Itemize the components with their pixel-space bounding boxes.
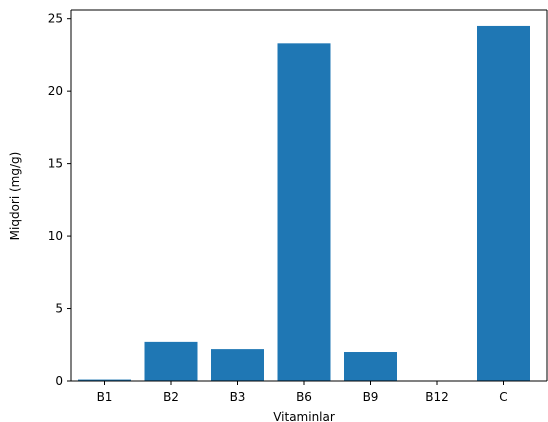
x-axis-label: Vitaminlar [273, 410, 335, 422]
bar-b3 [211, 349, 264, 381]
bars-group [78, 25, 530, 381]
axes-group [70, 9, 548, 382]
y-tick-label: 10 [48, 229, 63, 243]
y-tick-label: 5 [55, 302, 63, 316]
x-tick-label: B6 [296, 390, 312, 404]
y-ticks-group: 0 5 10 15 20 25 [48, 12, 71, 388]
y-tick-label: 0 [55, 374, 63, 388]
bar-b2 [144, 341, 198, 381]
x-tick-label: B9 [363, 390, 379, 404]
bar-b9 [344, 352, 397, 381]
y-tick-label: 20 [48, 84, 63, 98]
bar-b6 [277, 43, 331, 381]
y-axis-label: Miqdori (mg/g) [8, 152, 22, 241]
y-tick-label: 15 [48, 157, 63, 171]
x-tick-label: B2 [163, 390, 179, 404]
x-tick-label: B3 [230, 390, 246, 404]
x-tick-label: C [499, 390, 507, 404]
x-ticks-group: B1 B2 B3 B6 B9 B12 C [97, 381, 508, 404]
bar-b1 [78, 379, 131, 381]
bar-c [477, 25, 530, 381]
y-tick-label: 25 [48, 12, 63, 26]
x-tick-label: B12 [425, 390, 449, 404]
x-tick-label: B1 [97, 390, 113, 404]
